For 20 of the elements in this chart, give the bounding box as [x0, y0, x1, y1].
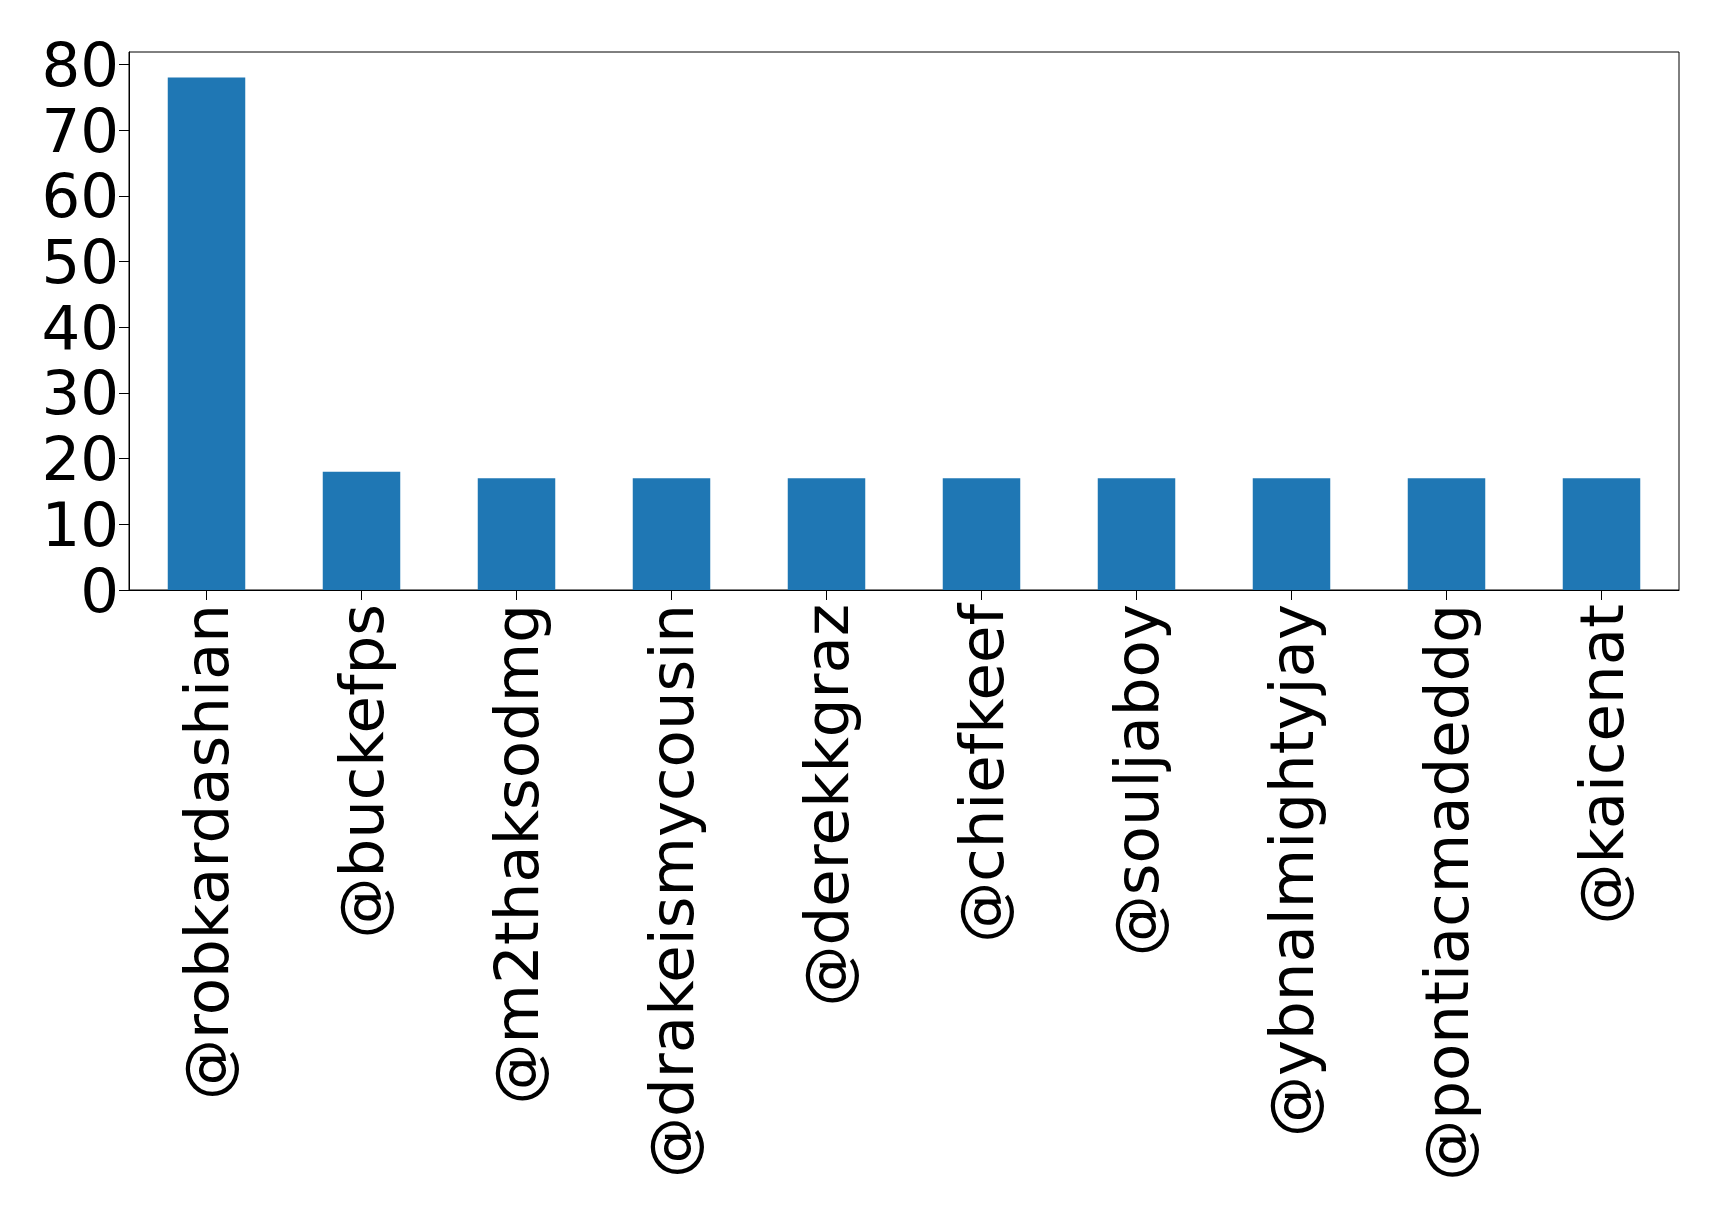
- x-tick-label: @ybnalmightyjay: [1256, 604, 1327, 1138]
- x-tick-label: @robkardashian: [171, 604, 242, 1100]
- x-tick-label: @buckefps: [326, 604, 397, 939]
- bar: [1562, 478, 1641, 590]
- x-tick-label: @pontiacmadeddg: [1411, 604, 1482, 1181]
- x-tick-label: @kaicenat: [1566, 604, 1637, 925]
- bar: [1252, 478, 1331, 590]
- bar: [787, 478, 866, 590]
- bar: [167, 77, 246, 590]
- x-tick-label: @derekkgraz: [791, 604, 862, 1007]
- bar: [1097, 478, 1176, 590]
- bar: [477, 478, 556, 590]
- x-tick-label: @m2thaksodmg: [481, 604, 552, 1105]
- bar: [322, 471, 401, 590]
- bar: [1407, 478, 1486, 590]
- bar: [632, 478, 711, 590]
- x-tick-label: @drakeismycousin: [636, 604, 707, 1179]
- x-tick-label: @chiefkeef: [946, 602, 1017, 943]
- x-tick-label: @souljaboy: [1101, 604, 1172, 957]
- bar: [942, 478, 1021, 590]
